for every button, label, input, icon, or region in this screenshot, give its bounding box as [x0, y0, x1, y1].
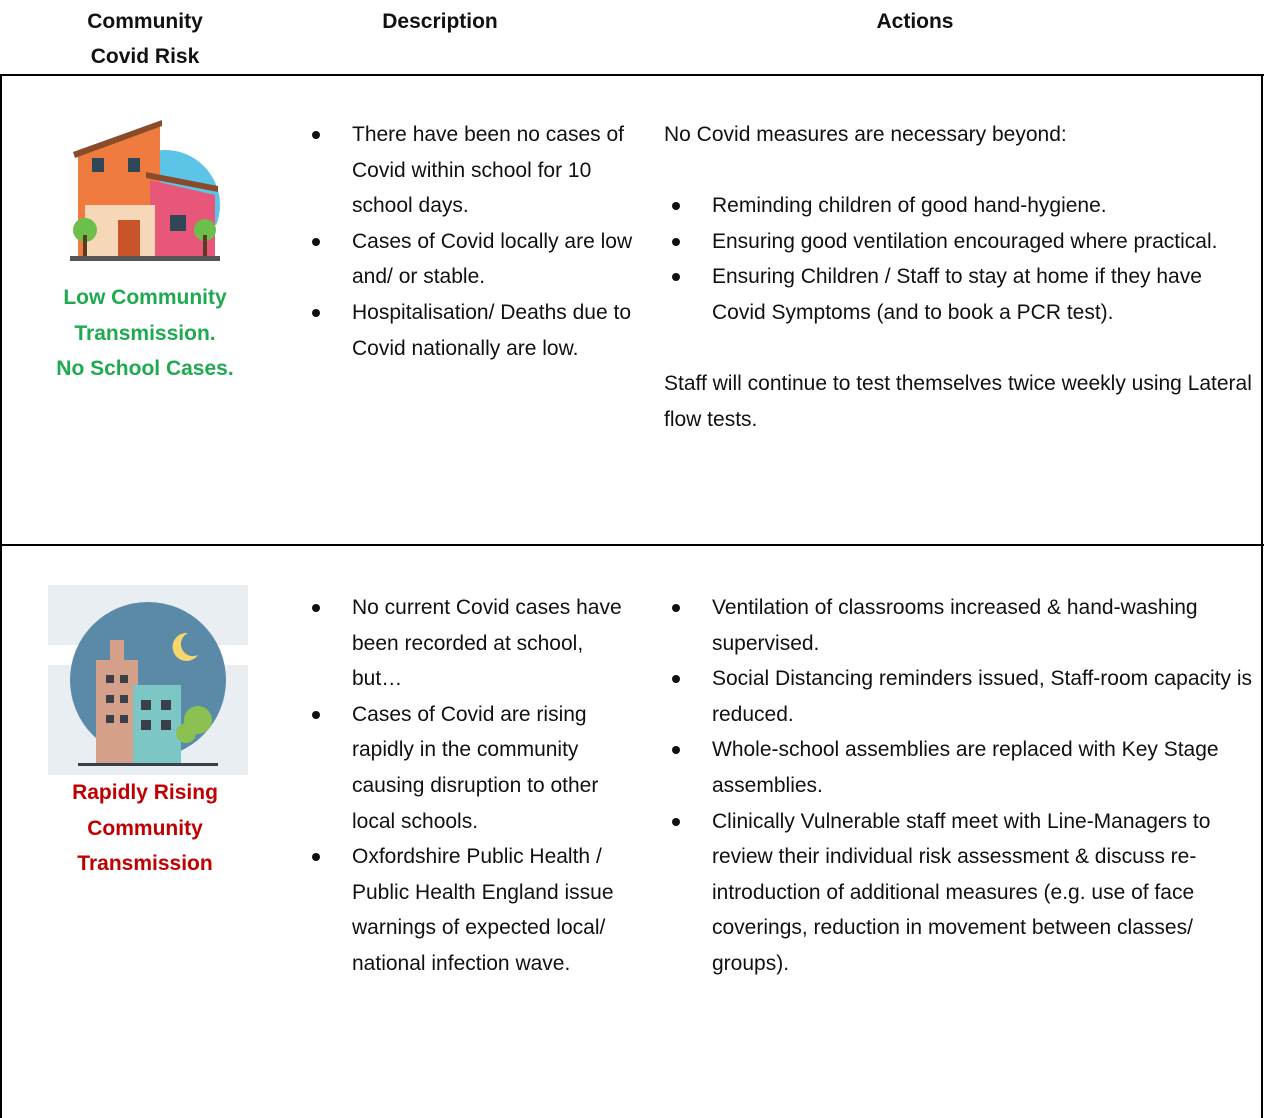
description-item: Cases of Covid are rising rapidly in the…	[304, 697, 634, 839]
actions-list: Reminding children of good hand-hygiene.…	[664, 188, 1254, 330]
risk-label-line: No School Cases.	[56, 357, 234, 381]
action-item: Social Distancing reminders issued, Staf…	[664, 661, 1254, 732]
column-header: Community Covid Risk	[87, 10, 203, 68]
risk-label-line: Rapidly Rising	[72, 781, 218, 804]
table-border	[0, 75, 2, 1118]
description-item: Oxfordshire Public Health / Public Healt…	[304, 839, 634, 981]
description-list: No current Covid cases have been recorde…	[304, 590, 634, 982]
action-item: Whole-school assemblies are replaced wit…	[664, 732, 1254, 803]
column-header: Actions	[876, 10, 954, 33]
risk-label: Rapidly Rising Community Transmission	[10, 775, 280, 882]
actions-list: Ventilation of classrooms increased & ha…	[664, 590, 1254, 982]
actions-cell: No Covid measures are necessary beyond: R…	[664, 117, 1254, 437]
row-border	[0, 544, 1264, 546]
description-item: Cases of Covid locally are low and/ or s…	[304, 224, 634, 295]
action-item: Reminding children of good hand-hygiene.	[664, 188, 1254, 224]
row-border	[0, 74, 1264, 76]
risk-label: Low Community Transmission. No School Case…	[10, 280, 280, 387]
risk-label-line: Transmission	[77, 852, 213, 876]
actions-intro: No Covid measures are necessary beyond:	[664, 123, 1067, 146]
action-item: Ensuring good ventilation encouraged whe…	[664, 224, 1254, 260]
description-list: There have been no cases of Covid within…	[304, 117, 634, 366]
table-border	[1261, 75, 1263, 1118]
action-item: Clinically Vulnerable staff meet with Li…	[664, 804, 1254, 982]
risk-label-line: Low Community	[63, 286, 227, 309]
description-item: No current Covid cases have been recorde…	[304, 590, 634, 697]
risk-label-line: Transmission.	[74, 321, 216, 345]
risk-label-line: Community	[87, 816, 203, 840]
actions-cell: Ventilation of classrooms increased & ha…	[664, 590, 1254, 982]
actions-note: Staff will continue to test themselves t…	[664, 372, 1252, 431]
city-icon	[48, 585, 248, 775]
description-item: Hospitalisation/ Deaths due to Covid nat…	[304, 295, 634, 366]
column-header: Description	[382, 10, 498, 33]
description-item: There have been no cases of Covid within…	[304, 117, 634, 224]
house-icon	[70, 120, 220, 261]
action-item: Ventilation of classrooms increased & ha…	[664, 590, 1254, 661]
action-item: Ensuring Children / Staff to stay at hom…	[664, 259, 1254, 330]
